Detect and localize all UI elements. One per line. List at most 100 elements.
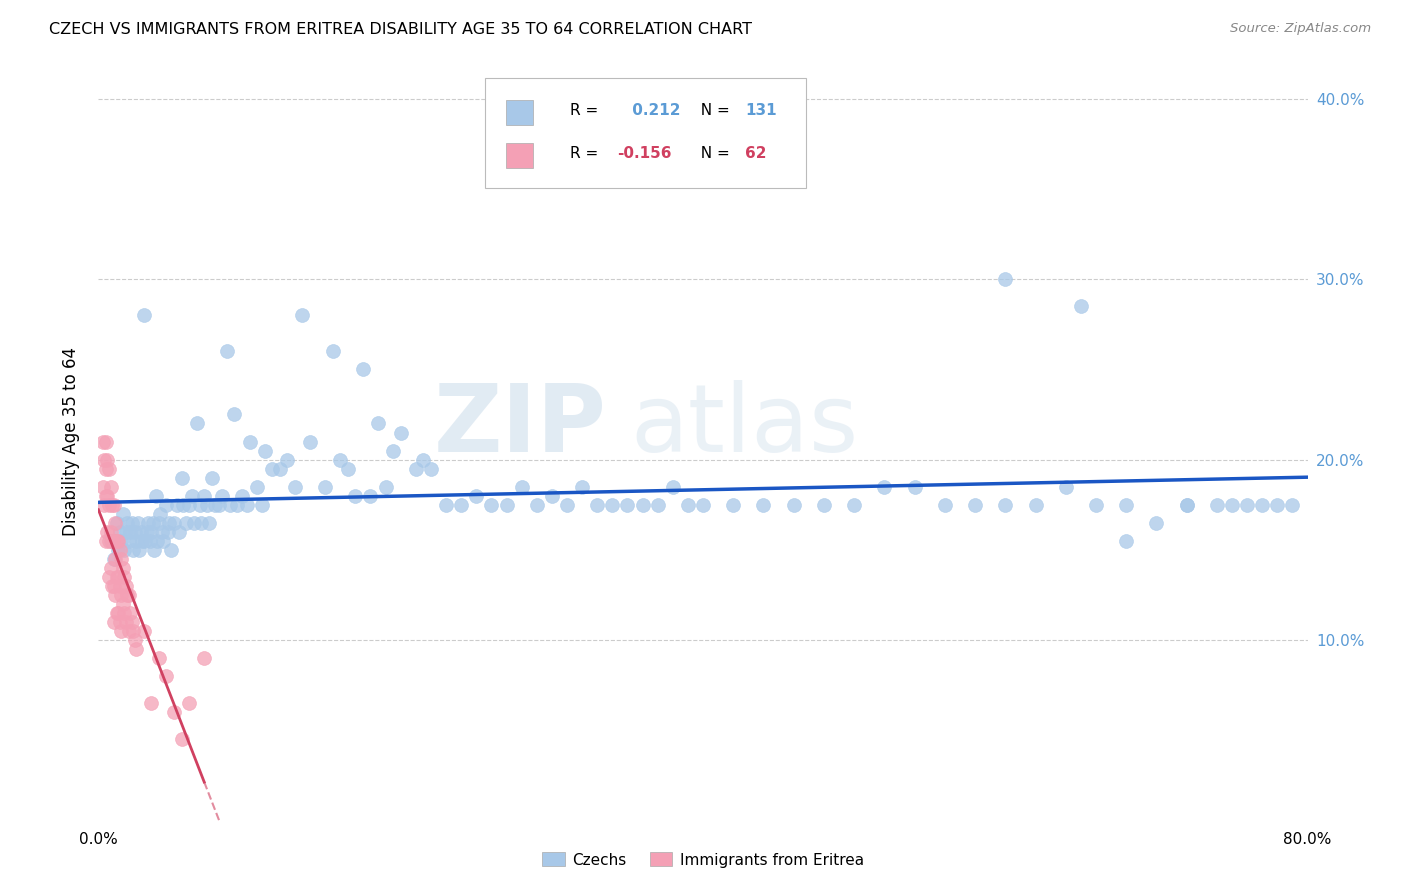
Point bbox=[1070, 299, 1092, 313]
Point bbox=[284, 480, 307, 494]
Point bbox=[128, 542, 150, 557]
Text: atlas: atlas bbox=[630, 380, 859, 473]
Point bbox=[526, 498, 548, 512]
Point bbox=[156, 524, 179, 539]
Point bbox=[201, 470, 224, 484]
Point bbox=[98, 570, 121, 584]
Point bbox=[155, 498, 177, 512]
Point bbox=[103, 615, 125, 629]
Point bbox=[120, 606, 142, 620]
Point bbox=[118, 533, 141, 548]
Point bbox=[179, 498, 201, 512]
Point bbox=[111, 597, 134, 611]
Point bbox=[904, 480, 927, 494]
Point bbox=[231, 489, 253, 503]
Point bbox=[163, 706, 186, 720]
Point bbox=[1024, 498, 1046, 512]
Point bbox=[101, 533, 124, 548]
Point bbox=[1175, 498, 1198, 512]
Text: N =: N = bbox=[690, 103, 734, 118]
Point bbox=[132, 624, 155, 639]
Text: 131: 131 bbox=[745, 103, 778, 118]
Point bbox=[100, 524, 122, 539]
Point bbox=[118, 624, 141, 639]
Point bbox=[170, 470, 193, 484]
Point bbox=[120, 524, 142, 539]
Point bbox=[108, 579, 131, 593]
Point bbox=[211, 489, 233, 503]
Point bbox=[291, 308, 314, 322]
Point bbox=[676, 498, 699, 512]
Point bbox=[129, 524, 152, 539]
Point bbox=[98, 498, 121, 512]
Point bbox=[94, 461, 117, 475]
Point bbox=[114, 615, 136, 629]
Text: R =: R = bbox=[569, 103, 603, 118]
Y-axis label: Disability Age 35 to 64: Disability Age 35 to 64 bbox=[62, 347, 80, 536]
Point bbox=[195, 498, 218, 512]
Point bbox=[382, 443, 405, 458]
Point bbox=[179, 696, 201, 710]
Point bbox=[124, 633, 146, 648]
FancyBboxPatch shape bbox=[506, 144, 533, 168]
Point bbox=[434, 498, 457, 512]
Point bbox=[148, 651, 170, 665]
Point bbox=[193, 489, 215, 503]
Point bbox=[224, 408, 246, 422]
Point bbox=[101, 498, 124, 512]
Text: N =: N = bbox=[690, 146, 734, 161]
Point bbox=[481, 498, 503, 512]
Point bbox=[122, 542, 145, 557]
Point bbox=[1175, 498, 1198, 512]
Point bbox=[118, 588, 141, 602]
Point bbox=[141, 696, 163, 710]
Point bbox=[98, 461, 121, 475]
Point bbox=[148, 516, 170, 530]
Point bbox=[103, 498, 125, 512]
Point bbox=[111, 507, 134, 521]
Point bbox=[112, 570, 135, 584]
Point bbox=[108, 542, 131, 557]
Point bbox=[155, 669, 177, 683]
Point bbox=[994, 498, 1017, 512]
Point bbox=[193, 651, 215, 665]
Point bbox=[1267, 498, 1289, 512]
FancyBboxPatch shape bbox=[485, 78, 806, 187]
Text: Source: ZipAtlas.com: Source: ZipAtlas.com bbox=[1230, 22, 1371, 36]
Text: -0.156: -0.156 bbox=[617, 146, 672, 161]
Point bbox=[103, 552, 125, 566]
Point bbox=[146, 533, 169, 548]
Point bbox=[105, 516, 128, 530]
Point bbox=[104, 516, 127, 530]
Point bbox=[1220, 498, 1243, 512]
Point bbox=[586, 498, 609, 512]
Point bbox=[631, 498, 654, 512]
Point bbox=[124, 524, 146, 539]
Point bbox=[143, 542, 166, 557]
Point bbox=[141, 524, 163, 539]
Point bbox=[844, 498, 866, 512]
Point bbox=[94, 489, 117, 503]
Text: 0.212: 0.212 bbox=[627, 103, 681, 118]
Point bbox=[262, 461, 284, 475]
Point bbox=[602, 498, 624, 512]
Point bbox=[352, 362, 374, 376]
Point bbox=[329, 452, 352, 467]
Point bbox=[994, 272, 1017, 286]
Point bbox=[1054, 480, 1077, 494]
Point bbox=[91, 434, 114, 449]
Point bbox=[215, 344, 238, 359]
Text: ZIP: ZIP bbox=[433, 380, 606, 473]
Point bbox=[226, 498, 249, 512]
Point bbox=[131, 533, 153, 548]
Point bbox=[105, 606, 128, 620]
Point bbox=[190, 516, 212, 530]
Point bbox=[813, 498, 835, 512]
Point bbox=[121, 615, 143, 629]
Point bbox=[336, 461, 359, 475]
Point bbox=[450, 498, 472, 512]
Point bbox=[167, 524, 190, 539]
Point bbox=[96, 489, 118, 503]
Text: 62: 62 bbox=[745, 146, 766, 161]
Point bbox=[1085, 498, 1108, 512]
